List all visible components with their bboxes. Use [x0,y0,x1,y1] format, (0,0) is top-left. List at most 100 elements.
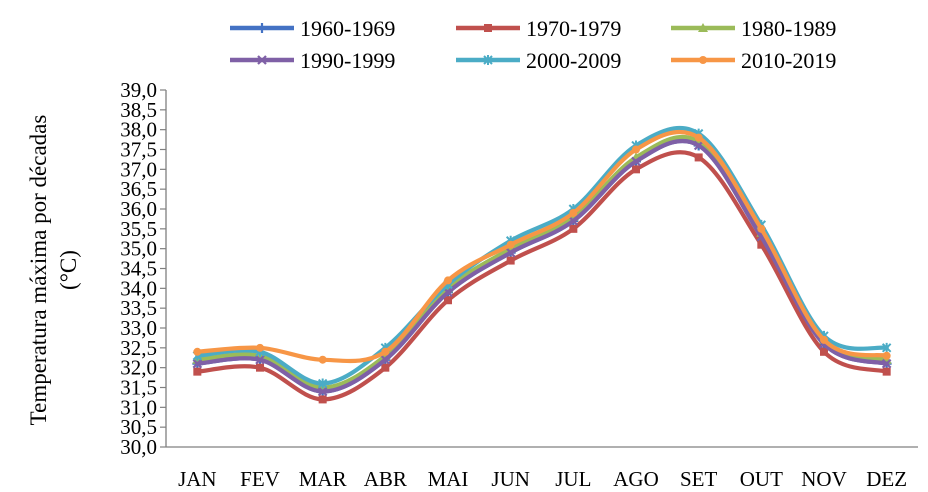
legend: 1960-1969 1970-1979 1980-1989 1990-1999 2000… [230,16,836,73]
legend-label: 2010-2019 [741,48,836,73]
data-point [192,358,203,369]
x-tick-label: OUT [740,467,783,491]
data-point [882,351,891,360]
data-point [506,256,515,265]
data-point [569,208,578,217]
x-tick-label: JAN [178,467,217,491]
y-tick-label: 39,0 [120,78,157,102]
series-1990-1999 [192,138,892,397]
y-tick-label: 38,0 [120,118,157,142]
legend-item: 1960-1969 [230,16,395,41]
series-layer [192,125,892,404]
y-tick-label: 34,0 [120,276,157,300]
data-point [757,240,766,249]
data-point [318,395,327,404]
legend-marker [698,23,708,32]
series-1960-1969 [192,138,892,397]
data-point [568,216,579,226]
data-point [694,133,703,142]
series-2000-2009 [192,125,892,389]
legend-label: 1960-1969 [300,16,395,41]
data-point [318,355,327,364]
legend-item: 2000-2009 [456,48,621,73]
data-point [443,287,453,298]
y-tick-label: 30,5 [120,415,157,439]
y-axis-label-line: Temperatura máxima por décadas [26,115,51,426]
y-tick-label: 32,0 [120,356,157,380]
legend-label: 1990-1999 [300,48,395,73]
data-point [317,378,328,389]
x-tick-label: FEV [240,467,280,491]
data-point [380,354,391,365]
x-tick-label: AGO [613,467,659,491]
legend-item: 1970-1979 [456,16,621,41]
data-point [506,240,515,249]
data-point [381,347,390,356]
data-point [882,367,891,376]
legend-label: 2000-2009 [526,48,621,73]
data-point [632,165,640,174]
data-point [631,156,641,167]
series-2010-2019 [193,129,891,364]
x-tick-label: ABR [364,467,407,491]
data-point [820,347,828,356]
data-point [505,247,516,258]
y-tick-label: 32,5 [120,336,157,360]
x-tick-label: MAI [428,467,469,491]
data-point [193,347,202,356]
x-tick-label: JUN [491,467,530,491]
y-tick-label: 33,0 [120,316,157,340]
legend-item: 2010-2019 [671,48,836,73]
data-point [444,276,452,285]
data-point [256,343,264,352]
data-point [193,367,202,376]
y-axis-label-line: (°C) [56,250,81,290]
y-tick-label: 37,5 [120,138,157,162]
data-point [820,335,828,344]
data-point [632,145,640,154]
data-point [757,224,766,233]
legend-marker [699,56,707,64]
series-1980-1989 [192,134,892,392]
y-tick-label: 37,0 [120,157,157,181]
axes: 30,030,531,031,532,032,533,033,534,034,5… [120,78,918,491]
data-point [256,363,264,372]
y-tick-label: 36,5 [120,177,157,201]
legend-marker [483,55,493,65]
y-tick-label: 30,0 [120,435,157,459]
data-point [381,363,390,372]
data-point [569,224,578,233]
data-point [881,342,892,353]
data-point [694,153,703,162]
legend-marker [257,55,267,65]
x-tick-label: NOV [801,467,847,491]
legend-item: 1990-1999 [230,48,395,73]
y-tick-label: 35,0 [120,237,157,261]
y-tick-label: 34,5 [120,257,157,281]
data-point [693,140,704,151]
series-1970-1979 [193,150,891,404]
data-point [444,296,452,305]
data-point [255,354,265,365]
y-tick-label: 38,5 [120,98,157,122]
y-tick-label: 31,0 [120,395,157,419]
legend-marker [257,23,267,33]
legend-item: 1980-1989 [671,16,836,41]
x-tick-label: JUL [555,467,591,491]
series-line [195,125,889,386]
y-tick-label: 35,5 [120,217,157,241]
data-point [881,358,892,369]
legend-label: 1980-1989 [741,16,836,41]
y-tick-label: 33,5 [120,296,157,320]
x-tick-label: DEZ [866,467,907,491]
x-tick-label: MAR [299,467,347,491]
x-tick-label: SET [680,467,718,491]
y-tick-label: 36,0 [120,197,157,221]
y-tick-label: 31,5 [120,376,157,400]
legend-label: 1970-1979 [526,16,621,41]
data-point [317,386,328,397]
y-axis-label: Temperatura máxima por décadas (°C) [26,115,81,426]
legend-marker [484,24,492,32]
